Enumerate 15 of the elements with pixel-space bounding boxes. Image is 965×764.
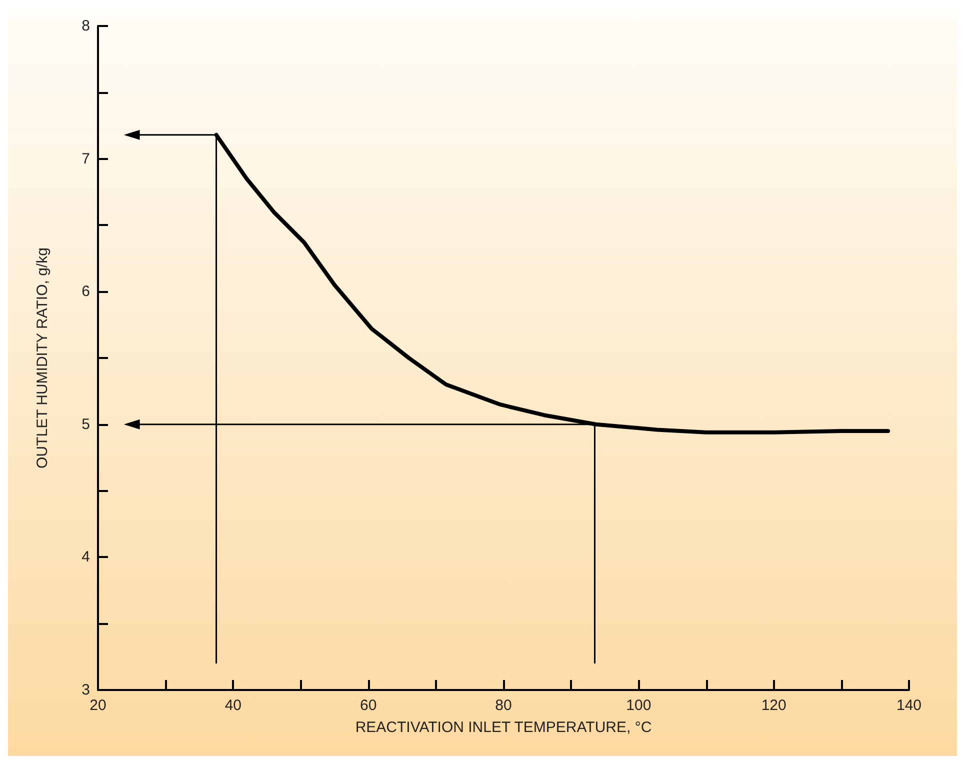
x-tick-label: 100 <box>626 697 652 714</box>
y-tick-label: 3 <box>82 682 90 698</box>
y-tick-label: 7 <box>82 150 90 168</box>
x-axis-title: REACTIVATION INLET TEMPERATURE, °C <box>355 719 652 736</box>
y-tick-label: 6 <box>82 283 90 300</box>
y-tick-label: 5 <box>82 416 90 433</box>
x-tick-label: 20 <box>90 697 106 714</box>
y-tick-label: 4 <box>82 548 90 566</box>
x-tick-label: 140 <box>896 697 922 714</box>
x-tick-label: 40 <box>224 697 242 714</box>
x-tick-label: 80 <box>495 697 512 714</box>
x-tick-label: 60 <box>360 697 377 714</box>
x-tick-label: 120 <box>761 697 786 714</box>
y-tick-label: 8 <box>82 18 90 34</box>
y-axis-title: OUTLET HUMIDITY RATIO, g/kg <box>34 248 51 468</box>
